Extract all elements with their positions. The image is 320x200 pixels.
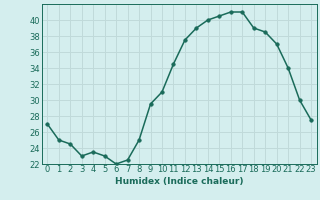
X-axis label: Humidex (Indice chaleur): Humidex (Indice chaleur) <box>115 177 244 186</box>
